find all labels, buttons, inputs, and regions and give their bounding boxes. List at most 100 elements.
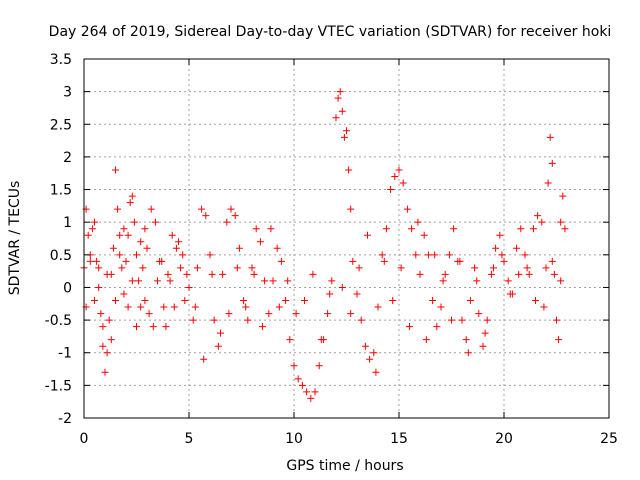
y-tick-label: 0 — [63, 280, 72, 296]
data-point — [429, 297, 437, 305]
data-point — [490, 264, 497, 272]
data-point — [179, 251, 187, 259]
data-point — [403, 205, 411, 213]
data-point — [116, 231, 124, 239]
data-point — [217, 329, 224, 337]
data-point — [147, 205, 155, 213]
data-point — [91, 297, 98, 305]
data-point — [206, 251, 214, 259]
data-point — [378, 251, 386, 259]
data-point — [546, 133, 554, 141]
data-point — [141, 225, 149, 233]
data-point — [166, 277, 174, 285]
data-point — [334, 94, 342, 102]
chart-title: Day 264 of 2019, Sidereal Day-to-day VTE… — [49, 24, 612, 40]
data-point — [506, 290, 514, 298]
data-point — [120, 290, 128, 298]
data-point — [557, 218, 565, 226]
data-point — [208, 270, 216, 278]
y-tick-label: -2 — [58, 411, 72, 427]
x-tick-label: 0 — [80, 431, 89, 447]
data-point — [347, 205, 355, 213]
data-point — [487, 270, 495, 278]
data-point — [301, 297, 308, 305]
x-tick-label: 25 — [600, 431, 618, 447]
y-tick-label: 1 — [63, 215, 72, 231]
data-point — [101, 368, 109, 376]
data-point — [267, 225, 275, 233]
data-point — [141, 297, 149, 305]
data-point — [559, 192, 567, 200]
data-point — [265, 310, 273, 318]
data-point — [95, 264, 103, 272]
data-point — [532, 297, 539, 305]
data-point — [521, 251, 529, 259]
data-point — [116, 251, 124, 259]
data-point — [231, 212, 239, 220]
data-point — [389, 297, 397, 305]
data-point — [290, 362, 298, 370]
data-point — [347, 310, 355, 318]
data-point — [515, 270, 523, 278]
data-point — [200, 355, 208, 363]
data-point — [553, 316, 560, 324]
data-point — [139, 264, 147, 272]
data-point — [366, 355, 374, 363]
data-point — [345, 166, 353, 174]
data-point — [269, 277, 277, 285]
data-point — [151, 218, 159, 226]
data-point — [523, 264, 531, 272]
data-point — [162, 323, 170, 331]
data-point — [431, 251, 439, 259]
data-points — [80, 88, 569, 402]
data-point — [191, 303, 199, 311]
data-point — [309, 270, 317, 278]
data-point — [235, 244, 243, 252]
data-point — [387, 186, 395, 194]
data-point — [250, 270, 258, 278]
data-point — [219, 270, 227, 278]
data-point — [475, 310, 483, 318]
data-point — [109, 244, 117, 252]
data-point — [416, 270, 424, 278]
data-point — [103, 270, 111, 278]
data-point — [395, 166, 403, 174]
data-point — [534, 212, 542, 220]
data-point — [183, 270, 191, 278]
data-point — [112, 297, 119, 305]
data-point — [177, 264, 185, 272]
data-point — [391, 172, 399, 180]
data-point — [479, 342, 487, 350]
x-axis-label: GPS time / hours — [286, 458, 403, 474]
data-point — [233, 264, 241, 272]
data-point — [374, 303, 382, 311]
data-point — [286, 336, 294, 344]
grid-lines — [84, 59, 609, 418]
data-point — [357, 316, 365, 324]
data-point — [185, 283, 193, 291]
data-point — [164, 270, 172, 278]
data-point — [450, 225, 458, 233]
data-point — [160, 303, 168, 311]
data-point — [145, 310, 153, 318]
data-point — [120, 225, 128, 233]
data-point — [473, 277, 481, 285]
data-point — [137, 238, 145, 246]
y-axis-ticks: -2 -1.5 -1 -0.5 0 0.5 1 1.5 2 2.5 3 3.5 — [45, 52, 609, 427]
data-point — [282, 297, 290, 305]
data-point — [248, 264, 256, 272]
data-point — [550, 270, 558, 278]
data-point — [458, 316, 466, 324]
data-point — [315, 362, 323, 370]
data-point — [86, 257, 94, 265]
data-point — [122, 257, 130, 265]
data-point — [240, 297, 248, 305]
data-point — [124, 303, 132, 311]
data-point — [382, 225, 390, 233]
data-point — [99, 342, 107, 350]
data-point — [414, 218, 422, 226]
y-tick-label: -1 — [58, 346, 72, 362]
data-point — [544, 179, 552, 187]
y-tick-label: 0.5 — [50, 248, 72, 264]
data-point — [133, 251, 140, 259]
